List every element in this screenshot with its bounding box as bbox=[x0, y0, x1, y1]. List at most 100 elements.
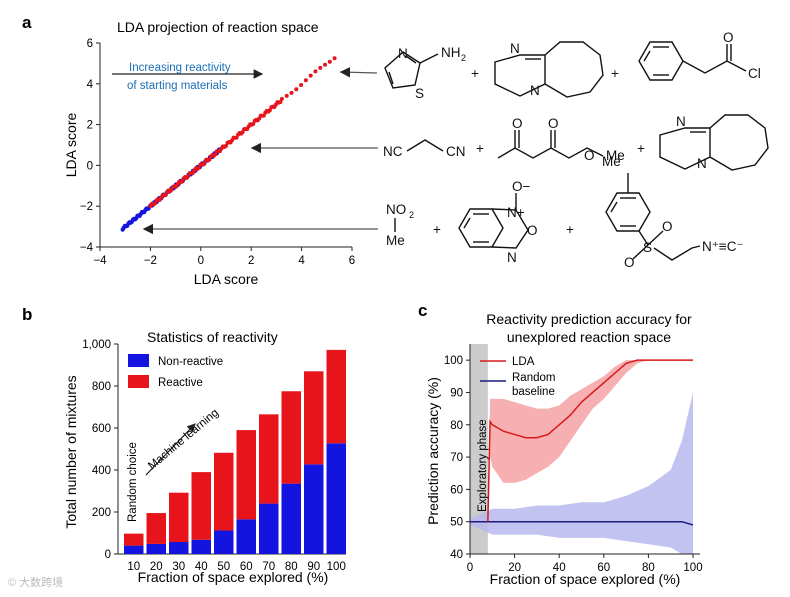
panel-b-bars bbox=[124, 349, 346, 554]
panel-a-points bbox=[120, 56, 337, 232]
bar-nonreactive bbox=[169, 542, 189, 554]
benzofuroxan-structure bbox=[458, 193, 529, 249]
c-xtick-label: 60 bbox=[597, 562, 610, 574]
bar-nonreactive bbox=[214, 530, 234, 554]
a-ytick-label: 6 bbox=[87, 38, 93, 50]
malononitrile-cn: CN bbox=[446, 144, 466, 159]
panel-c-plot: 0 20 40 60 80 100 40 50 60 70 80 90 100 Exploratory … bbox=[425, 344, 703, 587]
legend-baseline: baseline bbox=[512, 386, 555, 398]
panel-b-ticks: 0 200 400 600 800 1,000 10 20 30 40 50 60 70 80 90 100 bbox=[82, 339, 346, 573]
panel-c-ticks: 0 20 40 60 80 100 40 50 60 70 80 90 100 bbox=[444, 355, 703, 574]
ketone-o: O bbox=[512, 116, 523, 131]
reaction-row-3: NO 2 Me + O− N+ O N + Me S bbox=[386, 154, 744, 270]
b-xtick-label: 80 bbox=[285, 561, 298, 573]
a-point-reactive bbox=[169, 187, 174, 192]
a-point-reactive bbox=[294, 87, 299, 92]
panel-c-bands bbox=[470, 344, 693, 554]
a-point-reactive bbox=[152, 201, 157, 206]
bar-reactive bbox=[326, 349, 346, 444]
legend-reactive: Reactive bbox=[158, 377, 203, 389]
a-point-reactive bbox=[284, 93, 289, 98]
a-ytick-label: 4 bbox=[87, 79, 94, 91]
a-xtick-label: 6 bbox=[349, 255, 355, 267]
b-ytick-label: 600 bbox=[92, 423, 111, 435]
bar-reactive bbox=[169, 492, 189, 543]
a-point-reactive bbox=[332, 56, 337, 61]
bar-reactive bbox=[236, 430, 256, 520]
c-ytick-label: 70 bbox=[450, 452, 463, 464]
panel-a-ylabel: LDA score bbox=[63, 112, 79, 177]
c-ytick-label: 60 bbox=[450, 484, 463, 496]
a-point-reactive bbox=[213, 152, 218, 157]
random-choice-label: Random choice bbox=[127, 442, 139, 522]
c-xtick-label: 40 bbox=[553, 562, 566, 574]
legend-swatch-nonreactive bbox=[128, 354, 149, 367]
panel-a-plot: −4 −2 0 2 4 6 −4 −2 0 2 4 6 LDA score LDA score Inc… bbox=[63, 38, 378, 287]
panel-a-xlabel: LDA score bbox=[194, 271, 259, 287]
legend-nonreactive: Non-reactive bbox=[158, 356, 223, 368]
a-point-reactive bbox=[196, 165, 201, 170]
a-point-reactive bbox=[224, 143, 228, 148]
panel-b-letter: b bbox=[22, 305, 32, 324]
a-point-reactive bbox=[207, 157, 212, 162]
ester-o-methoxy: O bbox=[584, 148, 595, 163]
plus-1b: + bbox=[611, 66, 619, 81]
a-ytick-label: −2 bbox=[80, 201, 93, 213]
a-point-reactive bbox=[308, 73, 313, 78]
panel-a-ticks: −4 −2 0 2 4 6 −4 −2 0 2 4 6 bbox=[80, 38, 355, 267]
panel-c-ylabel: Prediction accuracy (%) bbox=[425, 377, 441, 525]
bar-reactive bbox=[146, 513, 166, 544]
methyl-acetoacetate-structure bbox=[497, 130, 604, 159]
a-point-reactive bbox=[278, 99, 283, 104]
bar-nonreactive bbox=[281, 483, 301, 554]
nitromethane-no: NO bbox=[386, 202, 406, 217]
c-ytick-label: 50 bbox=[450, 517, 463, 529]
arrow-row1 bbox=[339, 67, 378, 78]
random-baseline-band bbox=[470, 392, 693, 554]
a-xtick-label: 0 bbox=[198, 255, 204, 267]
a-ytick-label: 0 bbox=[87, 160, 93, 172]
random-baseline-line bbox=[470, 520, 694, 526]
c-ytick-label: 40 bbox=[450, 549, 463, 561]
reaction-row-2: NC CN + O O O Me + N N bbox=[383, 114, 769, 171]
bar-reactive bbox=[214, 452, 234, 531]
b-xtick-label: 10 bbox=[127, 561, 140, 573]
b-xtick-label: 30 bbox=[172, 561, 185, 573]
a-point-reactive bbox=[180, 179, 185, 184]
a-point-reactive bbox=[240, 130, 245, 135]
machine-learning-label: Machine learning bbox=[146, 407, 221, 472]
malononitrile-bonds bbox=[406, 139, 444, 152]
furoxan-n: N bbox=[507, 250, 517, 265]
annotation-line-2: of starting materials bbox=[127, 80, 228, 92]
c-xtick-label: 20 bbox=[508, 562, 521, 574]
b-xtick-label: 20 bbox=[150, 561, 163, 573]
exploratory-phase-label: Exploratory phase bbox=[477, 419, 489, 512]
acyl-o: O bbox=[723, 30, 734, 45]
nitromethane-me: Me bbox=[386, 233, 405, 248]
nitro-subscript: 2 bbox=[409, 210, 414, 220]
b-xtick-label: 50 bbox=[217, 561, 230, 573]
sulfonyl-s: S bbox=[643, 240, 652, 255]
legend-random: Random bbox=[512, 372, 555, 384]
bar-nonreactive bbox=[326, 443, 346, 554]
thiazole-n: N bbox=[398, 46, 408, 61]
exploratory-phase-region bbox=[470, 344, 488, 554]
tosyl-me: Me bbox=[602, 154, 621, 169]
a-ytick-label: −4 bbox=[80, 242, 94, 254]
panel-b-ylabel: Total number of mixtures bbox=[63, 375, 79, 528]
lda-band bbox=[487, 360, 693, 522]
sulfonyl-o-1: O bbox=[624, 255, 635, 270]
a-ytick-label: 2 bbox=[87, 120, 93, 132]
n-oxide-o: O− bbox=[512, 179, 531, 194]
panel-a-title: LDA projection of reaction space bbox=[117, 19, 319, 35]
a-point-reactive bbox=[313, 69, 318, 74]
dbu-structure-2 bbox=[659, 114, 769, 171]
b-xtick-label: 100 bbox=[327, 561, 346, 573]
watermark: © 大数跨境 bbox=[8, 575, 63, 589]
b-ytick-label: 0 bbox=[105, 549, 111, 561]
bar-reactive bbox=[191, 472, 211, 540]
amine-subscript: 2 bbox=[461, 53, 466, 63]
reaction-row-1: N S NH 2 + N N + O Cl bbox=[384, 30, 761, 101]
bar-nonreactive bbox=[304, 464, 324, 554]
